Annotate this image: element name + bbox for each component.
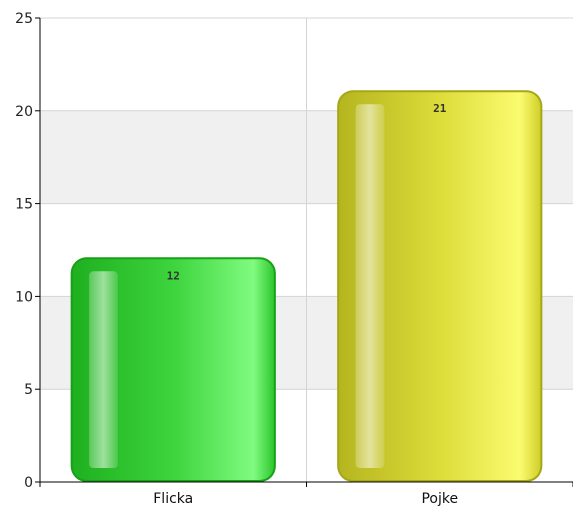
y-tick-label: 25 xyxy=(15,11,33,27)
bar-pojke xyxy=(337,90,543,483)
bar-gloss xyxy=(355,104,385,469)
bar-gloss xyxy=(89,271,118,468)
bar-body xyxy=(339,92,541,481)
y-tick-label: 5 xyxy=(24,382,33,398)
labels: 12 Flicka 21 Pojke 0 5 10 15 20 25 xyxy=(15,11,458,507)
bar-flicka xyxy=(70,257,276,482)
y-tick-label: 15 xyxy=(15,197,33,213)
data-label: 21 xyxy=(433,102,447,115)
bars xyxy=(70,90,543,483)
bar-body xyxy=(72,259,274,480)
y-tick-label: 10 xyxy=(15,289,33,305)
y-tick-label: 20 xyxy=(15,104,33,120)
y-tick-label: 0 xyxy=(24,475,33,491)
axes xyxy=(35,17,573,487)
category-label: Flicka xyxy=(153,491,193,507)
category-label: Pojke xyxy=(421,491,458,507)
data-label: 12 xyxy=(167,269,180,282)
